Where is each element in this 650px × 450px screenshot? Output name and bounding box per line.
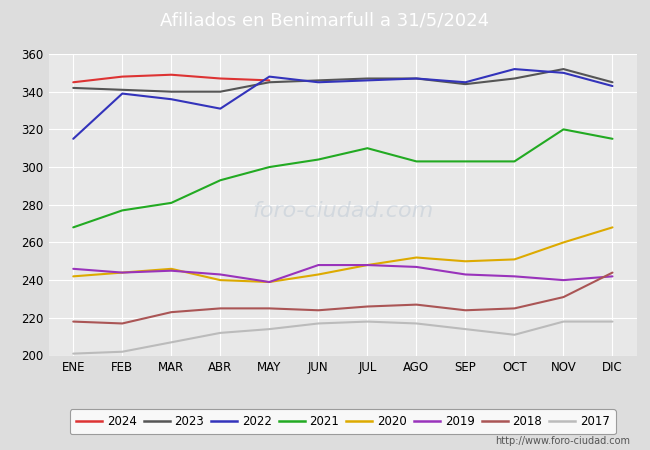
Text: Afiliados en Benimarfull a 31/5/2024: Afiliados en Benimarfull a 31/5/2024 (161, 11, 489, 29)
Text: http://www.foro-ciudad.com: http://www.foro-ciudad.com (495, 436, 630, 446)
Legend: 2024, 2023, 2022, 2021, 2020, 2019, 2018, 2017: 2024, 2023, 2022, 2021, 2020, 2019, 2018… (70, 409, 616, 434)
Text: foro-ciudad.com: foro-ciudad.com (252, 201, 434, 221)
